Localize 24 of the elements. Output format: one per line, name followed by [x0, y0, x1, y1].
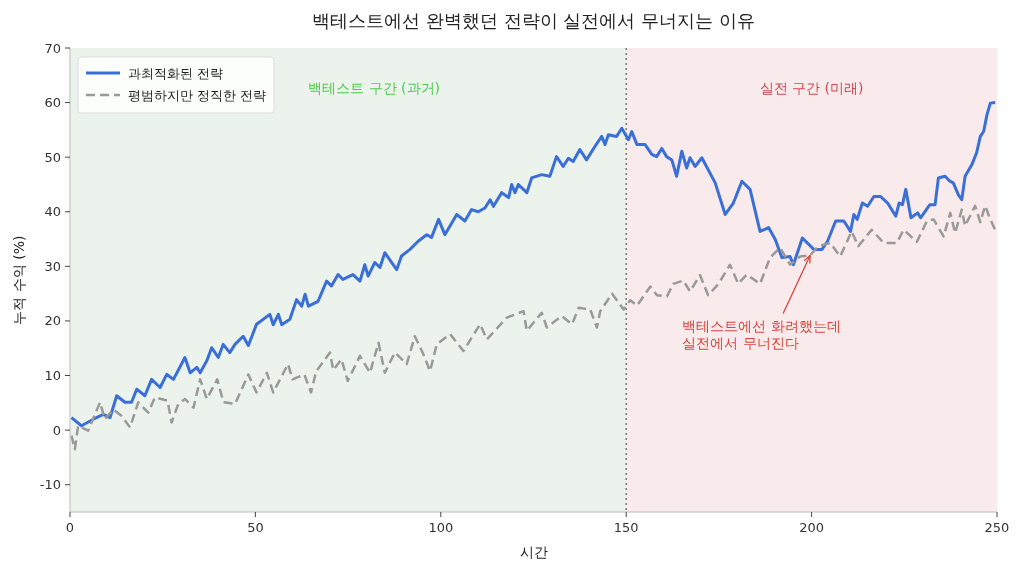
legend-label: 평범하지만 정직한 전략 [128, 87, 267, 103]
y-tick-label: 60 [44, 95, 61, 111]
x-tick-label: 150 [613, 520, 639, 535]
y-tick-label: 0 [52, 422, 61, 438]
band-label: 백테스트 구간 (과거) [308, 80, 441, 96]
annotation: 백테스트에선 화려했는데 실전에서 무너진다 [682, 318, 841, 352]
y-tick-label: 70 [44, 40, 61, 56]
band-label: 실전 구간 (미래) [759, 80, 864, 96]
chart-title: 백테스트에선 완벽했던 전략이 실전에서 무너지는 이유 [312, 10, 755, 31]
y-tick-label: -10 [39, 477, 61, 493]
x-tick-label: 100 [428, 520, 454, 535]
x-tick-label: 50 [247, 520, 264, 535]
x-tick-label: 250 [984, 520, 1010, 535]
annotation: 백테스트에선 화려했는데 실전에서 무너진다 [682, 253, 841, 352]
y-tick-label: 10 [44, 368, 61, 384]
y-tick-label: 50 [44, 149, 61, 165]
x-tick-label: 200 [799, 520, 825, 535]
y-tick-label: 20 [44, 313, 61, 329]
x-tick-label: 0 [65, 520, 75, 535]
y-tick-label: 30 [44, 258, 61, 274]
x-axis-title: 시간 [519, 544, 548, 560]
y-axis-title: 누적 수익 (%) [11, 235, 27, 325]
y-tick-label: 40 [44, 204, 61, 220]
legend-label: 과최적화된 전략 [128, 65, 224, 81]
